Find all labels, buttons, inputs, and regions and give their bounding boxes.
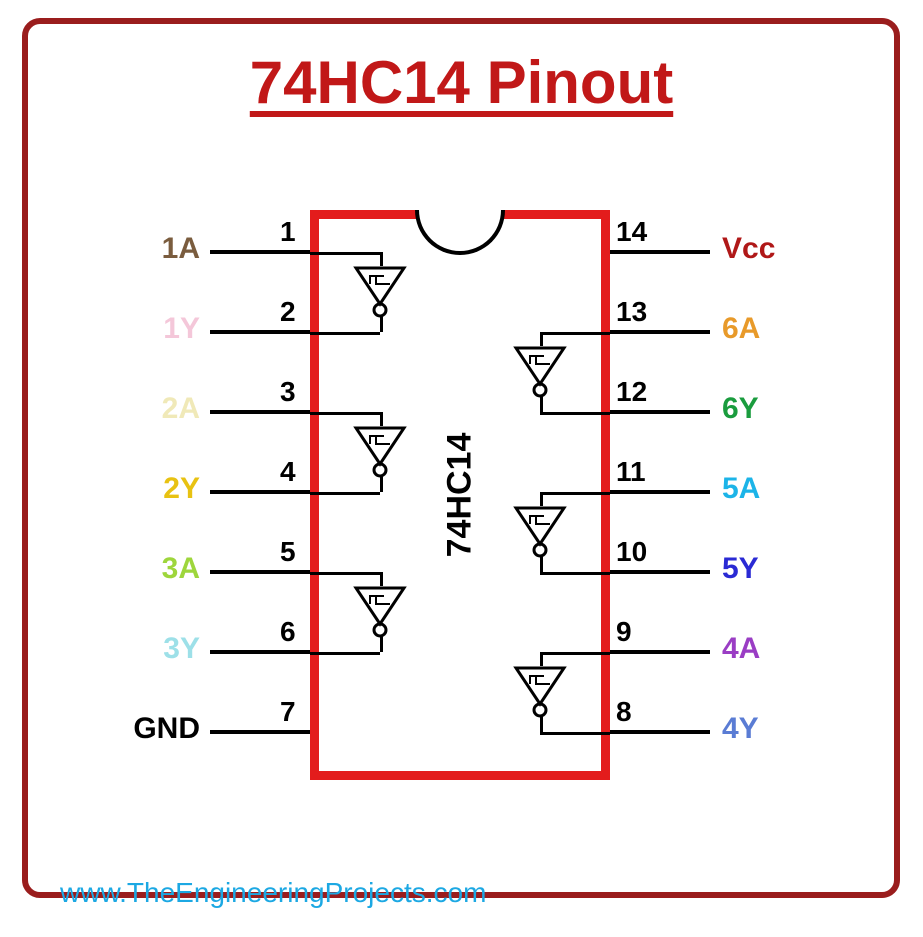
inverter-gate — [510, 342, 580, 398]
pin-line-left — [210, 250, 310, 254]
chip-label: 74HC14 — [441, 433, 480, 558]
schmitt-inverter-icon — [510, 342, 570, 402]
wire — [310, 572, 380, 575]
pin-number: 14 — [616, 216, 647, 248]
schmitt-inverter-icon — [510, 502, 570, 562]
pin-line-right — [610, 330, 710, 334]
pin-number: 3 — [280, 376, 296, 408]
chip-diagram: 74HC14 1 1A 2 1Y 3 2A 4 2Y 5 3A 6 3Y 7 GND 14 Vcc 13 6A 12… — [130, 210, 790, 810]
pin-label: 1A — [162, 232, 200, 266]
page-title: 74HC14 Pinout — [0, 48, 923, 117]
pin-line-right — [610, 570, 710, 574]
pin-label: 6A — [722, 312, 760, 346]
wire — [540, 332, 610, 335]
inverter-gate — [350, 582, 420, 638]
pin-label: 6Y — [722, 392, 759, 426]
pin-number: 12 — [616, 376, 647, 408]
inverter-gate — [510, 662, 580, 718]
pin-label: 2A — [162, 392, 200, 426]
wire — [540, 716, 543, 732]
pin-number: 4 — [280, 456, 296, 488]
pin-label: 3Y — [163, 632, 200, 666]
wire — [540, 556, 543, 572]
pin-line-right — [610, 650, 710, 654]
wire — [540, 652, 610, 655]
pin-number: 9 — [616, 616, 632, 648]
pin-line-left — [210, 410, 310, 414]
wire — [540, 492, 610, 495]
pin-line-left — [210, 490, 310, 494]
wire — [540, 412, 610, 415]
inverter-gate — [350, 262, 420, 318]
pin-line-left — [210, 330, 310, 334]
inverter-gate — [350, 422, 420, 478]
wire — [310, 492, 380, 495]
schmitt-inverter-icon — [350, 582, 410, 642]
pin-number: 10 — [616, 536, 647, 568]
pin-number: 7 — [280, 696, 296, 728]
wire — [310, 652, 380, 655]
pin-number: 13 — [616, 296, 647, 328]
wire — [540, 572, 610, 575]
schmitt-inverter-icon — [350, 422, 410, 482]
pin-label: 2Y — [163, 472, 200, 506]
pin-number: 5 — [280, 536, 296, 568]
pin-line-left — [210, 650, 310, 654]
schmitt-inverter-icon — [510, 662, 570, 722]
wire — [310, 252, 380, 255]
pin-number: 11 — [616, 456, 646, 488]
pin-label: 4A — [722, 632, 760, 666]
pin-label: 5Y — [722, 552, 759, 586]
pin-label: Vcc — [722, 232, 775, 266]
pin-line-right — [610, 250, 710, 254]
pin-line-left — [210, 730, 310, 734]
wire — [380, 476, 383, 492]
pin-number: 1 — [280, 216, 296, 248]
pin-number: 8 — [616, 696, 632, 728]
inverter-gate — [510, 502, 580, 558]
wire — [380, 636, 383, 652]
wire — [540, 396, 543, 412]
pin-label: 5A — [722, 472, 760, 506]
pin-label: 1Y — [163, 312, 200, 346]
pin-number: 2 — [280, 296, 296, 328]
pin-label: 4Y — [722, 712, 759, 746]
wire — [310, 332, 380, 335]
pin-line-right — [610, 490, 710, 494]
schmitt-inverter-icon — [350, 262, 410, 322]
chip-notch — [415, 210, 505, 255]
pin-line-right — [610, 410, 710, 414]
wire — [540, 732, 610, 735]
pin-line-left — [210, 570, 310, 574]
wire — [310, 412, 380, 415]
website-url: www.TheEngineeringProjects.com — [60, 877, 486, 909]
wire — [380, 316, 383, 332]
pin-label: 3A — [162, 552, 200, 586]
pin-line-right — [610, 730, 710, 734]
pin-label: GND — [133, 712, 200, 746]
pin-number: 6 — [280, 616, 296, 648]
